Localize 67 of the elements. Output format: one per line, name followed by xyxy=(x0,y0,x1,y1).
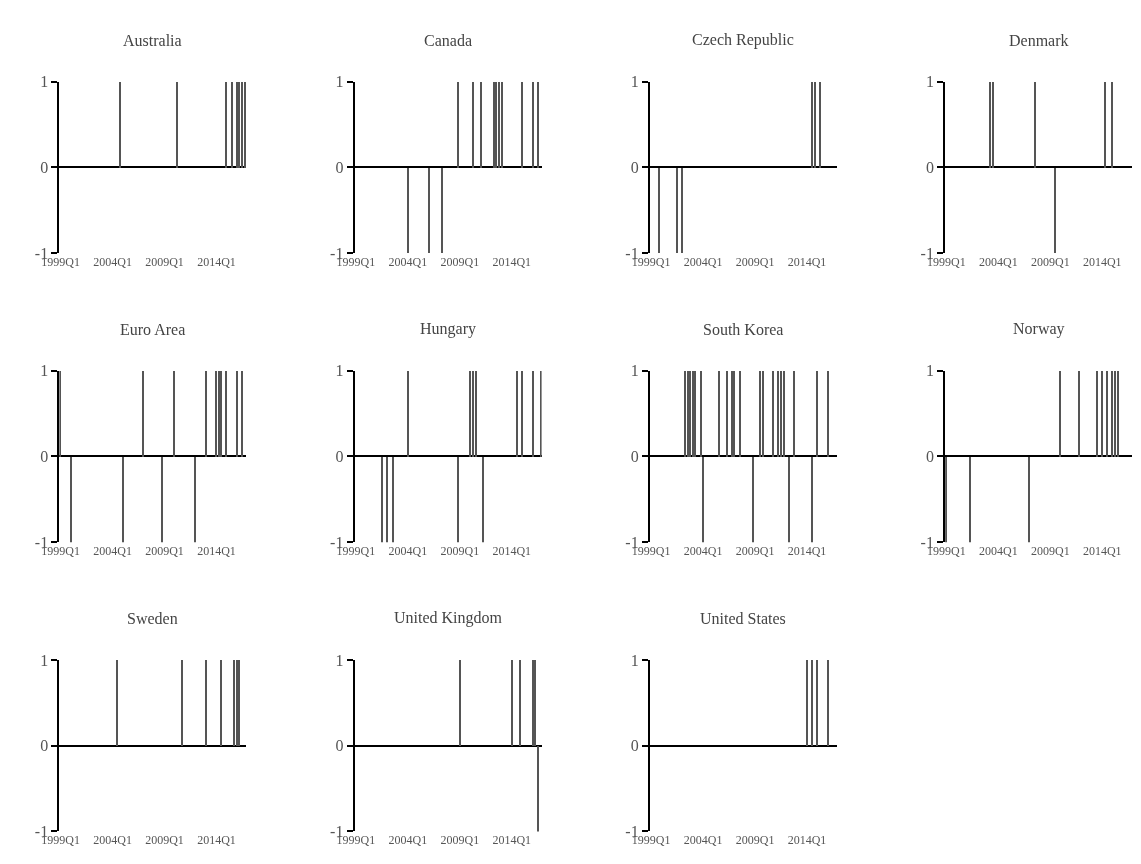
chart-title: Hungary xyxy=(420,320,476,338)
x-tick-label: 2009Q1 xyxy=(145,255,184,270)
x-tick-label: 2009Q1 xyxy=(1030,255,1070,270)
y-tick-label: 1 xyxy=(630,651,639,669)
chart-title: United Kingdom xyxy=(394,609,503,627)
x-tick-label: 2004Q1 xyxy=(683,833,723,848)
x-tick-label: 2004Q1 xyxy=(93,544,132,559)
x-tick-label: 2014Q1 xyxy=(197,255,236,270)
y-tick-label: 0 xyxy=(335,448,344,466)
y-tick-label: 0 xyxy=(925,448,934,466)
chart-title: South Korea xyxy=(703,321,784,338)
chart-title: Canada xyxy=(424,32,472,49)
y-tick-label: 0 xyxy=(40,158,49,176)
x-tick-label: 2014Q1 xyxy=(492,544,532,559)
y-tick-label: 0 xyxy=(630,448,639,466)
y-tick-label: 1 xyxy=(335,362,344,380)
y-tick-label: 1 xyxy=(630,362,639,380)
x-tick-label: 2004Q1 xyxy=(93,255,132,270)
y-tick-label: 1 xyxy=(40,651,49,669)
x-tick-label: 2014Q1 xyxy=(492,833,532,848)
x-tick-label: 2014Q1 xyxy=(1082,544,1122,559)
y-tick-label: 1 xyxy=(40,73,49,91)
x-tick-label: 2014Q1 xyxy=(787,833,827,848)
y-tick-label: 0 xyxy=(335,737,344,755)
chart-title: Czech Republic xyxy=(692,31,794,49)
x-tick-label: 2014Q1 xyxy=(197,833,236,848)
x-tick-label: 2004Q1 xyxy=(979,255,1018,270)
y-tick-label: 0 xyxy=(925,158,934,176)
chart-title: United States xyxy=(700,610,786,627)
x-tick-label: 2009Q1 xyxy=(440,544,480,559)
y-tick-label: 0 xyxy=(40,448,49,466)
x-tick-label: 2009Q1 xyxy=(735,544,775,559)
x-tick-label: 2004Q1 xyxy=(388,255,428,270)
x-tick-label: 2004Q1 xyxy=(388,833,428,848)
chart-title: Norway xyxy=(1013,320,1065,338)
x-tick-label: 2009Q1 xyxy=(145,544,184,559)
y-tick-label: 1 xyxy=(925,73,934,91)
x-tick-label: 2014Q1 xyxy=(197,544,236,559)
y-tick-label: 0 xyxy=(40,737,49,755)
y-tick-label: 1 xyxy=(40,362,49,380)
x-tick-label: 2004Q1 xyxy=(683,544,723,559)
y-tick-label: 1 xyxy=(630,73,639,91)
x-tick-label: 2009Q1 xyxy=(735,255,775,270)
x-tick-label: 2009Q1 xyxy=(440,833,480,848)
x-tick-label: 2009Q1 xyxy=(735,833,775,848)
y-tick-label: 0 xyxy=(630,158,639,176)
x-tick-label: 2014Q1 xyxy=(787,544,827,559)
x-tick-label: 2004Q1 xyxy=(388,544,428,559)
chart-title: Denmark xyxy=(1009,32,1069,49)
y-tick-label: 1 xyxy=(335,73,344,91)
x-tick-label: 2004Q1 xyxy=(979,544,1018,559)
x-tick-label: 2004Q1 xyxy=(93,833,132,848)
x-tick-label: 2009Q1 xyxy=(1030,544,1070,559)
y-tick-label: 1 xyxy=(925,362,934,380)
x-tick-label: 2009Q1 xyxy=(440,255,480,270)
x-tick-label: 2004Q1 xyxy=(683,255,723,270)
x-tick-label: 2014Q1 xyxy=(787,255,827,270)
y-tick-label: 1 xyxy=(335,651,344,669)
x-tick-label: 2009Q1 xyxy=(145,833,184,848)
x-tick-label: 1999Q1 xyxy=(41,833,80,848)
y-tick-label: 0 xyxy=(335,158,344,176)
x-tick-label: 2014Q1 xyxy=(492,255,532,270)
chart-title: Euro Area xyxy=(120,321,186,338)
chart-title: Australia xyxy=(123,32,182,49)
y-tick-label: 0 xyxy=(630,737,639,755)
chart-title: Sweden xyxy=(127,610,178,627)
x-tick-label: 2014Q1 xyxy=(1082,255,1122,270)
